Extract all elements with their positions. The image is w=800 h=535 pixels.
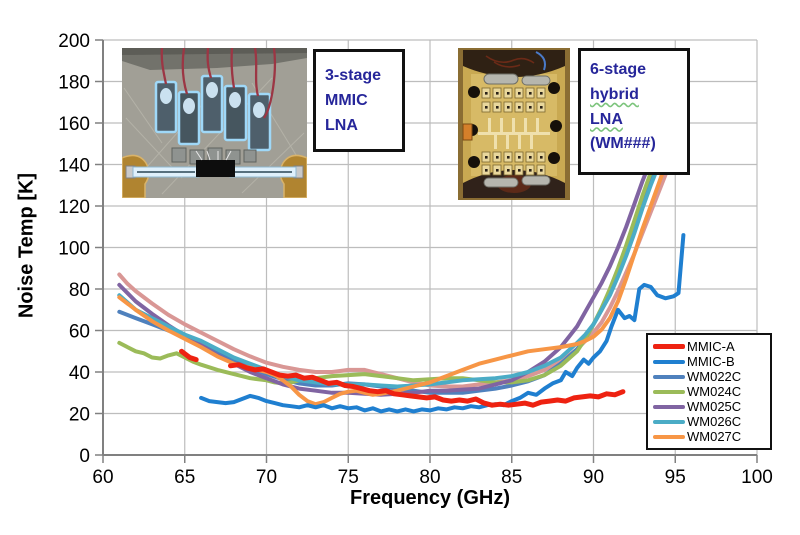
x-tick-label: 80 <box>419 467 440 488</box>
x-tick-label: 75 <box>338 467 359 488</box>
x-tick-label: 60 <box>92 467 113 488</box>
callout-line: hybrid <box>590 85 639 103</box>
legend-item-WM024C: WM024C <box>653 384 767 399</box>
legend-label: WM022C <box>687 369 742 384</box>
y-tick-label: 140 <box>58 156 90 177</box>
callout-line: MMIC <box>325 91 368 109</box>
capacitor-pills <box>483 73 551 188</box>
y-axis-title: Noise Temp [K] <box>15 172 38 319</box>
legend-swatch <box>653 344 685 349</box>
y-tick-label: 80 <box>69 280 90 301</box>
x-tick-label: 95 <box>665 467 686 488</box>
chart-legend: MMIC-A MMIC-B WM022C WM024C WM025C WM026C WM02… <box>646 333 772 450</box>
series-line-MMIC-A <box>179 348 199 363</box>
callout-line: LNA <box>590 110 623 128</box>
legend-label: MMIC-A <box>687 339 735 354</box>
mmic-lna-photo <box>122 48 307 198</box>
bias-wires <box>160 48 277 119</box>
y-tick-label: 100 <box>58 239 90 260</box>
callout-line: LNA <box>325 116 358 134</box>
callout-line: (WM###) <box>590 135 656 153</box>
y-tick-label: 120 <box>58 197 90 218</box>
callout-line: 3-stage <box>325 67 382 84</box>
legend-swatch <box>653 434 685 439</box>
legend-swatch <box>653 389 685 394</box>
legend-label: WM024C <box>687 384 742 399</box>
microstrip-line <box>478 118 550 149</box>
legend-label: MMIC-B <box>687 354 735 369</box>
series-line-MMIC-A <box>228 362 626 408</box>
callout-6stage-hybrid: 6-stage hybrid LNA (WM###) <box>578 48 690 175</box>
y-tick-label: 60 <box>69 322 90 343</box>
y-tick-label: 200 <box>58 31 90 52</box>
y-tick-label: 40 <box>69 363 90 384</box>
mmic-chips <box>154 74 272 152</box>
x-tick-label: 70 <box>256 467 277 488</box>
x-axis-title: Frequency (GHz) <box>349 487 511 509</box>
legend-label: WM026C <box>687 414 742 429</box>
x-tick-label: 90 <box>583 467 604 488</box>
y-tick-label: 160 <box>58 114 90 135</box>
x-tick-label: 85 <box>501 467 522 488</box>
legend-item-MMIC-B: MMIC-B <box>653 354 767 369</box>
legend-item-WM025C: WM025C <box>653 399 767 414</box>
legend-swatch <box>653 404 685 409</box>
series-line-WM027C <box>117 162 668 407</box>
x-tick-label: 65 <box>174 467 195 488</box>
y-tick-label: 20 <box>69 405 90 426</box>
y-tick-label: 0 <box>79 446 90 467</box>
callout-3stage-mmic: 3-stage MMIC LNA <box>313 49 405 152</box>
callout-line: 6-stage <box>590 61 647 78</box>
series-line-unlabeled-pink <box>117 168 670 389</box>
legend-item-MMIC-A: MMIC-A <box>653 339 767 354</box>
legend-label: WM027C <box>687 429 742 444</box>
series-line-MMIC-B <box>199 233 686 414</box>
legend-item-WM027C: WM027C <box>653 429 767 444</box>
x-tick-label: 100 <box>741 467 773 488</box>
legend-item-WM022C: WM022C <box>653 369 767 384</box>
legend-swatch <box>653 359 685 364</box>
y-tick-label: 180 <box>58 73 90 94</box>
legend-swatch <box>653 374 685 379</box>
legend-label: WM025C <box>687 399 742 414</box>
hybrid-lna-photo <box>458 48 570 200</box>
legend-item-WM026C: WM026C <box>653 414 767 429</box>
legend-swatch <box>653 419 685 424</box>
